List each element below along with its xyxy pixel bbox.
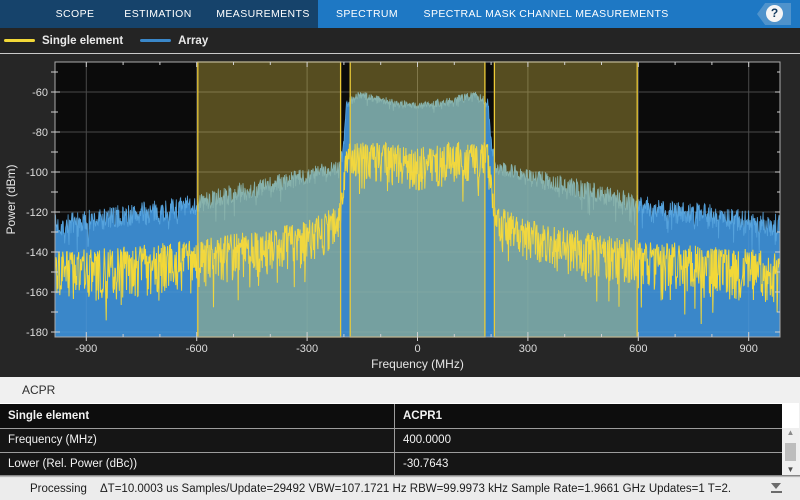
- x-tick-label: -300: [296, 343, 318, 355]
- tab-estimation[interactable]: ESTIMATION: [124, 0, 191, 28]
- legend-label: Single element: [42, 35, 123, 47]
- tab-spectral-mask[interactable]: SPECTRAL MASK: [424, 0, 517, 28]
- scroll-up-icon[interactable]: ▲: [787, 429, 795, 437]
- acpr-panel-title: ACPR: [0, 377, 800, 402]
- y-tick-label: -160: [26, 287, 48, 299]
- status-info: ΔT=10.0003 us Samples/Update=29492 VBW=1…: [100, 478, 731, 500]
- x-tick-label: -900: [75, 343, 97, 355]
- spectrum-plot-svg[interactable]: -900 -600 -300 0 300 600 900 -180 -160 -140 -120 -1…: [0, 55, 800, 377]
- table-cell: Lower (Rel. Power (dBc)): [0, 453, 394, 476]
- x-tick-label: 600: [629, 343, 647, 355]
- channel-band-2: [494, 62, 637, 337]
- x-tick-label: 300: [519, 343, 537, 355]
- table-row: Lower (Rel. Power (dBc))-30.7643: [0, 453, 782, 477]
- table-row: Frequency (MHz)400.0000: [0, 429, 782, 453]
- y-axis-label: Power (dBm): [4, 164, 18, 234]
- x-tick-label: 0: [414, 343, 420, 355]
- table-header-row: Single elementACPR1: [0, 404, 782, 429]
- spectrum-scope: -900 -600 -300 0 300 600 900 -180 -160 -140 -120 -1…: [0, 55, 800, 377]
- legend-item-array[interactable]: Array: [140, 35, 208, 47]
- spectrum-analyzer-window: SCOPE ESTIMATION MEASUREMENTS SPECTRUM SPECT…: [0, 0, 800, 500]
- table-header-cell: Single element: [0, 404, 394, 428]
- scroll-down-icon[interactable]: ▼: [787, 466, 795, 474]
- legend-line-swatch: [4, 39, 35, 42]
- tab-channel-measurements[interactable]: CHANNEL MEASUREMENTS: [519, 0, 668, 28]
- table-cell: Frequency (MHz): [0, 429, 394, 452]
- scroll-thumb[interactable]: [785, 443, 796, 461]
- status-state: Processing: [30, 478, 87, 500]
- y-tick-label: -60: [32, 87, 48, 99]
- tab-scope[interactable]: SCOPE: [56, 0, 95, 28]
- x-tick-label: 900: [740, 343, 758, 355]
- y-tick-label: -180: [26, 327, 48, 339]
- tab-measurements[interactable]: MEASUREMENTS: [216, 0, 309, 28]
- tab-bar: SCOPE ESTIMATION MEASUREMENTS SPECTRUM SPECT…: [0, 0, 800, 28]
- y-tick-label: -80: [32, 127, 48, 139]
- scrollbar-header-spacer: [782, 403, 799, 428]
- legend-label: Array: [178, 35, 208, 47]
- table-cell: 400.0000: [394, 429, 782, 452]
- x-axis-label: Frequency (MHz): [371, 357, 464, 371]
- legend-item-single-element[interactable]: Single element: [4, 35, 123, 47]
- status-bar: Processing ΔT=10.0003 us Samples/Update=…: [0, 478, 800, 500]
- channel-band-0: [198, 62, 341, 337]
- acpr-panel: ACPR Single elementACPR1Frequency (MHz)4…: [0, 377, 800, 475]
- legend-line-swatch: [140, 39, 171, 42]
- table-cell: -30.7643: [394, 453, 782, 476]
- acpr-table-scrollbar[interactable]: ▲ ▼: [782, 403, 799, 475]
- legend: Single element Array: [0, 28, 800, 54]
- help-question-icon[interactable]: ?: [766, 5, 783, 22]
- table-header-cell: ACPR1: [394, 404, 782, 428]
- tab-spectrum[interactable]: SPECTRUM: [336, 0, 398, 28]
- y-tick-label: -140: [26, 247, 48, 259]
- collapse-statusbar-icon[interactable]: [770, 483, 782, 493]
- y-tick-label: -100: [26, 167, 48, 179]
- channel-band-1: [350, 62, 485, 337]
- x-tick-label: -600: [186, 343, 208, 355]
- y-tick-label: -120: [26, 207, 48, 219]
- acpr-table: Single elementACPR1Frequency (MHz)400.00…: [0, 403, 782, 477]
